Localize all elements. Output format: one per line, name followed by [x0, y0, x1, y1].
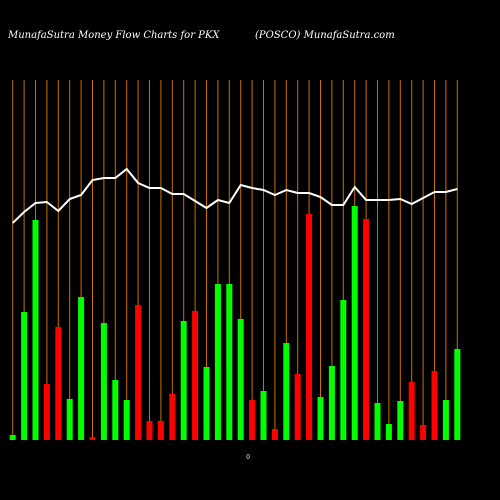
- bar: [169, 394, 176, 440]
- bar: [66, 399, 73, 440]
- bar: [408, 382, 415, 440]
- bar: [249, 400, 256, 440]
- bar: [260, 391, 267, 440]
- money-flow-line: [12, 167, 458, 224]
- bar: [237, 319, 244, 440]
- bar: [78, 297, 85, 440]
- bar: [385, 424, 392, 440]
- bar: [226, 284, 233, 440]
- bar: [214, 284, 221, 440]
- bar: [55, 327, 62, 440]
- chart-subtitle: (POSCO) MunafaSutra.com: [255, 30, 395, 41]
- bar: [157, 421, 164, 440]
- bar: [351, 206, 358, 440]
- bar: [328, 366, 335, 440]
- bar: [340, 300, 347, 440]
- bar: [192, 311, 199, 440]
- bar: [431, 371, 438, 440]
- bar: [397, 401, 404, 440]
- bar: [32, 220, 39, 440]
- bar: [363, 219, 370, 440]
- bar: [21, 312, 28, 440]
- bar: [420, 425, 427, 440]
- annotation: 0: [246, 454, 250, 461]
- bar: [283, 343, 290, 440]
- bar: [112, 380, 119, 440]
- bar: [442, 400, 449, 440]
- bar: [454, 349, 461, 440]
- bar: [203, 367, 210, 440]
- bar: [294, 374, 301, 440]
- bar: [100, 323, 107, 440]
- bar: [89, 437, 96, 440]
- bar: [306, 214, 313, 440]
- bar: [123, 400, 130, 440]
- bar: [135, 305, 142, 440]
- bar: [43, 384, 50, 440]
- bar: [317, 397, 324, 440]
- bar: [374, 403, 381, 440]
- bar: [271, 429, 278, 440]
- bar: [180, 321, 187, 440]
- bar: [9, 435, 16, 440]
- bar: [146, 421, 153, 440]
- chart-title: MunafaSutra Money Flow Charts for PKX: [7, 30, 220, 41]
